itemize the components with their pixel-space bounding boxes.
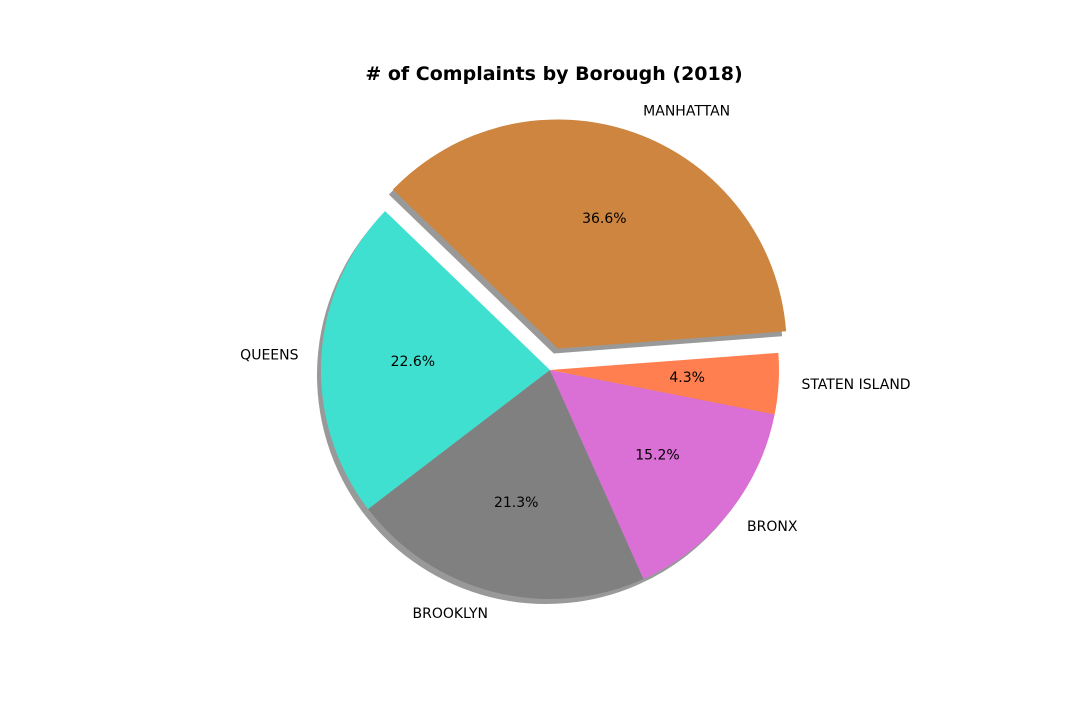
slice-queens xyxy=(321,211,550,510)
pct-label-brooklyn: 21.3% xyxy=(494,495,538,511)
pct-label-manhattan: 36.6% xyxy=(582,211,626,227)
category-label-staten-island: STATEN ISLAND xyxy=(801,377,910,393)
pct-label-queens: 22.6% xyxy=(391,354,435,370)
category-label-queens: QUEENS xyxy=(240,348,298,364)
slice-bronx xyxy=(550,370,775,580)
pct-label-bronx: 15.2% xyxy=(635,448,679,464)
slice-manhattan xyxy=(392,119,787,349)
pie-labels: 36.6% MANHATTAN 22.6% QUEENS 21.3% BROOKLYN 15… xyxy=(240,103,910,622)
category-label-bronx: BRONX xyxy=(747,519,798,535)
slice-staten-island xyxy=(550,352,779,415)
pie-slices xyxy=(321,119,787,599)
category-label-manhattan: MANHATTAN xyxy=(643,103,730,119)
slice-brooklyn xyxy=(368,370,644,599)
chart-title: # of Complaints by Borough (2018) xyxy=(365,63,742,85)
category-label-brooklyn: BROOKLYN xyxy=(413,606,489,622)
pct-label-staten-island: 4.3% xyxy=(669,370,705,386)
